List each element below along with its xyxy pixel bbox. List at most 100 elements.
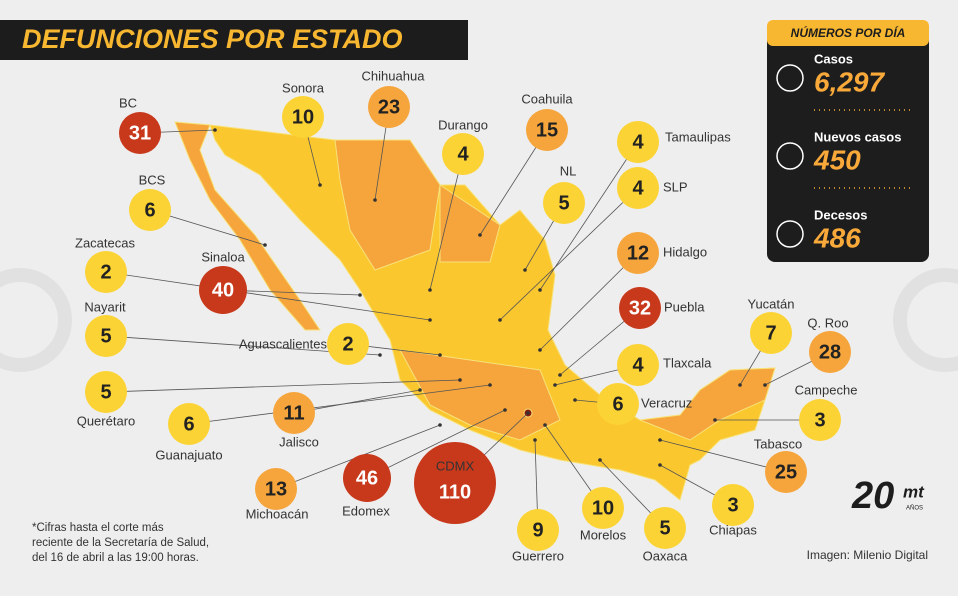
leader-dot bbox=[263, 243, 267, 247]
title: DEFUNCIONES POR ESTADO bbox=[22, 24, 403, 54]
state-name: Guerrero bbox=[512, 548, 564, 563]
state-value: 5 bbox=[100, 325, 111, 347]
panel-label: Casos bbox=[814, 51, 853, 66]
state-name: Sonora bbox=[282, 80, 325, 95]
logo-number: 20 bbox=[851, 475, 894, 517]
state-value: 5 bbox=[100, 381, 111, 403]
panel-icon bbox=[776, 220, 804, 248]
state-bubble bbox=[644, 507, 686, 549]
state-bubble bbox=[368, 86, 410, 128]
state-name: Michoacán bbox=[246, 506, 309, 521]
state-value: 4 bbox=[632, 131, 644, 153]
state-value: 31 bbox=[129, 122, 151, 144]
leader-dot bbox=[488, 383, 492, 387]
leader-dot bbox=[526, 411, 530, 415]
state-bubble bbox=[343, 454, 391, 502]
panel-bg bbox=[767, 20, 929, 262]
leader-dot bbox=[543, 423, 547, 427]
state-name: Chiapas bbox=[709, 522, 757, 537]
leader-dot bbox=[503, 408, 507, 412]
state-bubble bbox=[85, 315, 127, 357]
state-name: Puebla bbox=[664, 299, 705, 314]
state-name: Durango bbox=[438, 117, 488, 132]
state-bubble bbox=[617, 232, 659, 274]
state-name: Hidalgo bbox=[663, 244, 707, 259]
state-bubble bbox=[809, 331, 851, 373]
logo-brand: mt bbox=[903, 482, 925, 501]
leader-dot bbox=[478, 233, 482, 237]
leader-dot bbox=[458, 378, 462, 382]
state-name: Campeche bbox=[795, 382, 858, 397]
state-value: 10 bbox=[592, 497, 614, 519]
state-value: 4 bbox=[632, 354, 644, 376]
state-name: Tabasco bbox=[754, 436, 802, 451]
panel-icon bbox=[776, 142, 804, 170]
state-bubble bbox=[282, 96, 324, 138]
footnote-line: *Cifras hasta el corte más bbox=[32, 522, 164, 534]
leader-dot bbox=[533, 438, 537, 442]
leader-line bbox=[429, 153, 464, 291]
state-value: 6 bbox=[144, 199, 155, 221]
state-name: BCS bbox=[139, 172, 166, 187]
leader-dot bbox=[538, 288, 542, 292]
state-value: 4 bbox=[457, 143, 469, 165]
state-name: Morelos bbox=[580, 527, 627, 542]
chihuahua-region bbox=[334, 139, 441, 271]
state-value: 23 bbox=[378, 96, 400, 118]
leader-dot bbox=[658, 463, 662, 467]
panel-value: 450 bbox=[813, 144, 861, 175]
state-bubble bbox=[119, 112, 161, 154]
panel-label: Nuevos casos bbox=[814, 129, 901, 144]
leader-dot bbox=[213, 128, 217, 132]
state-value: 6 bbox=[183, 413, 194, 435]
leader-dot bbox=[428, 288, 432, 292]
state-bubble bbox=[442, 133, 484, 175]
state-bubble bbox=[199, 266, 247, 314]
leader-line bbox=[293, 389, 421, 414]
leader-dot bbox=[428, 318, 432, 322]
logo-sub: AÑOS bbox=[906, 505, 923, 512]
state-value: 25 bbox=[775, 461, 797, 483]
state-name: Oaxaca bbox=[643, 548, 689, 563]
leader-dot bbox=[658, 438, 662, 442]
state-name: Jalisco bbox=[279, 434, 319, 449]
panel-label: Decesos bbox=[814, 207, 867, 222]
leader-dot bbox=[438, 423, 442, 427]
state-name: Zacatecas bbox=[75, 235, 135, 250]
state-value: 6 bbox=[612, 393, 623, 415]
state-bubble bbox=[799, 399, 841, 441]
state-value: 15 bbox=[536, 119, 558, 141]
title-banner: DEFUNCIONES POR ESTADO bbox=[0, 20, 468, 60]
state-bubble bbox=[619, 287, 661, 329]
state-value: 3 bbox=[814, 409, 825, 431]
state-value: 32 bbox=[629, 297, 651, 319]
state-value: 2 bbox=[342, 333, 353, 355]
state-value: 2 bbox=[100, 261, 111, 283]
panel-title: NÚMEROS POR DÍA bbox=[791, 25, 906, 40]
state-value: 12 bbox=[627, 242, 649, 264]
leader-line bbox=[539, 252, 639, 351]
state-bubble bbox=[129, 189, 171, 231]
state-name: Edomex bbox=[342, 503, 390, 518]
leader-dot bbox=[373, 198, 377, 202]
panel-value: 486 bbox=[813, 222, 861, 253]
state-bubble bbox=[168, 403, 210, 445]
state-bubble bbox=[582, 487, 624, 529]
leader-dot bbox=[538, 348, 542, 352]
state-name: Sinaloa bbox=[201, 249, 245, 264]
leader-line bbox=[659, 439, 787, 473]
state-value: 11 bbox=[283, 402, 304, 424]
state-name: Tlaxcala bbox=[663, 355, 712, 370]
state-bubble bbox=[85, 251, 127, 293]
state-name: Yucatán bbox=[748, 296, 795, 311]
state-name: SLP bbox=[663, 179, 688, 194]
leader-dot bbox=[318, 183, 322, 187]
leader-line bbox=[499, 187, 639, 321]
footnote: *Cifras hasta el corte más reciente de l… bbox=[32, 522, 209, 564]
state-value: 40 bbox=[212, 279, 234, 301]
leader-dot bbox=[763, 383, 767, 387]
leader-dot bbox=[498, 318, 502, 322]
background-decor bbox=[0, 268, 958, 372]
